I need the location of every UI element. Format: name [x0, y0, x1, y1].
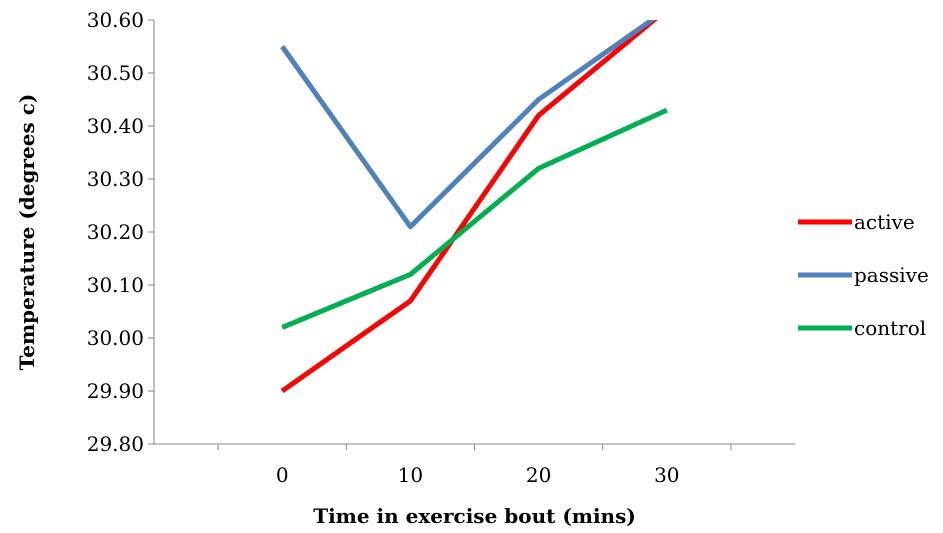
x-tick-label: 10 — [398, 463, 423, 487]
x-tick-label: 20 — [526, 463, 551, 487]
series-layer — [280, 20, 668, 394]
y-tick-label: 29.90 — [87, 379, 144, 403]
axes — [153, 20, 795, 445]
y-tick-label: 30.00 — [87, 326, 144, 350]
y-tick-label: 30.10 — [87, 273, 144, 297]
y-axis-title: Temperature (degrees c) — [15, 94, 39, 371]
x-axis-tick-labels: 0 10 20 30 — [217, 444, 732, 487]
series-line-control — [281, 107, 668, 330]
legend: active passive control — [798, 210, 929, 340]
y-tick-label: 29.80 — [87, 432, 144, 456]
legend-label-passive: passive — [854, 263, 929, 287]
y-tick-label: 30.50 — [87, 61, 144, 85]
y-tick-label: 30.30 — [87, 167, 144, 191]
legend-label-active: active — [854, 210, 915, 234]
series-line-active — [280, 20, 658, 394]
x-tick-label: 30 — [654, 463, 679, 487]
x-tick-label: 0 — [276, 463, 289, 487]
y-tick-label: 30.20 — [87, 220, 144, 244]
y-axis-tick-labels: 29.80 29.90 30.00 30.10 30.20 30.30 30.40 30.50… — [87, 8, 154, 456]
y-tick-label: 30.60 — [87, 8, 144, 32]
y-tick-label: 30.40 — [87, 114, 144, 138]
x-axis-title: Time in exercise bout (mins) — [313, 504, 636, 528]
series-line-passive — [280, 20, 657, 230]
legend-label-control: control — [854, 316, 926, 340]
